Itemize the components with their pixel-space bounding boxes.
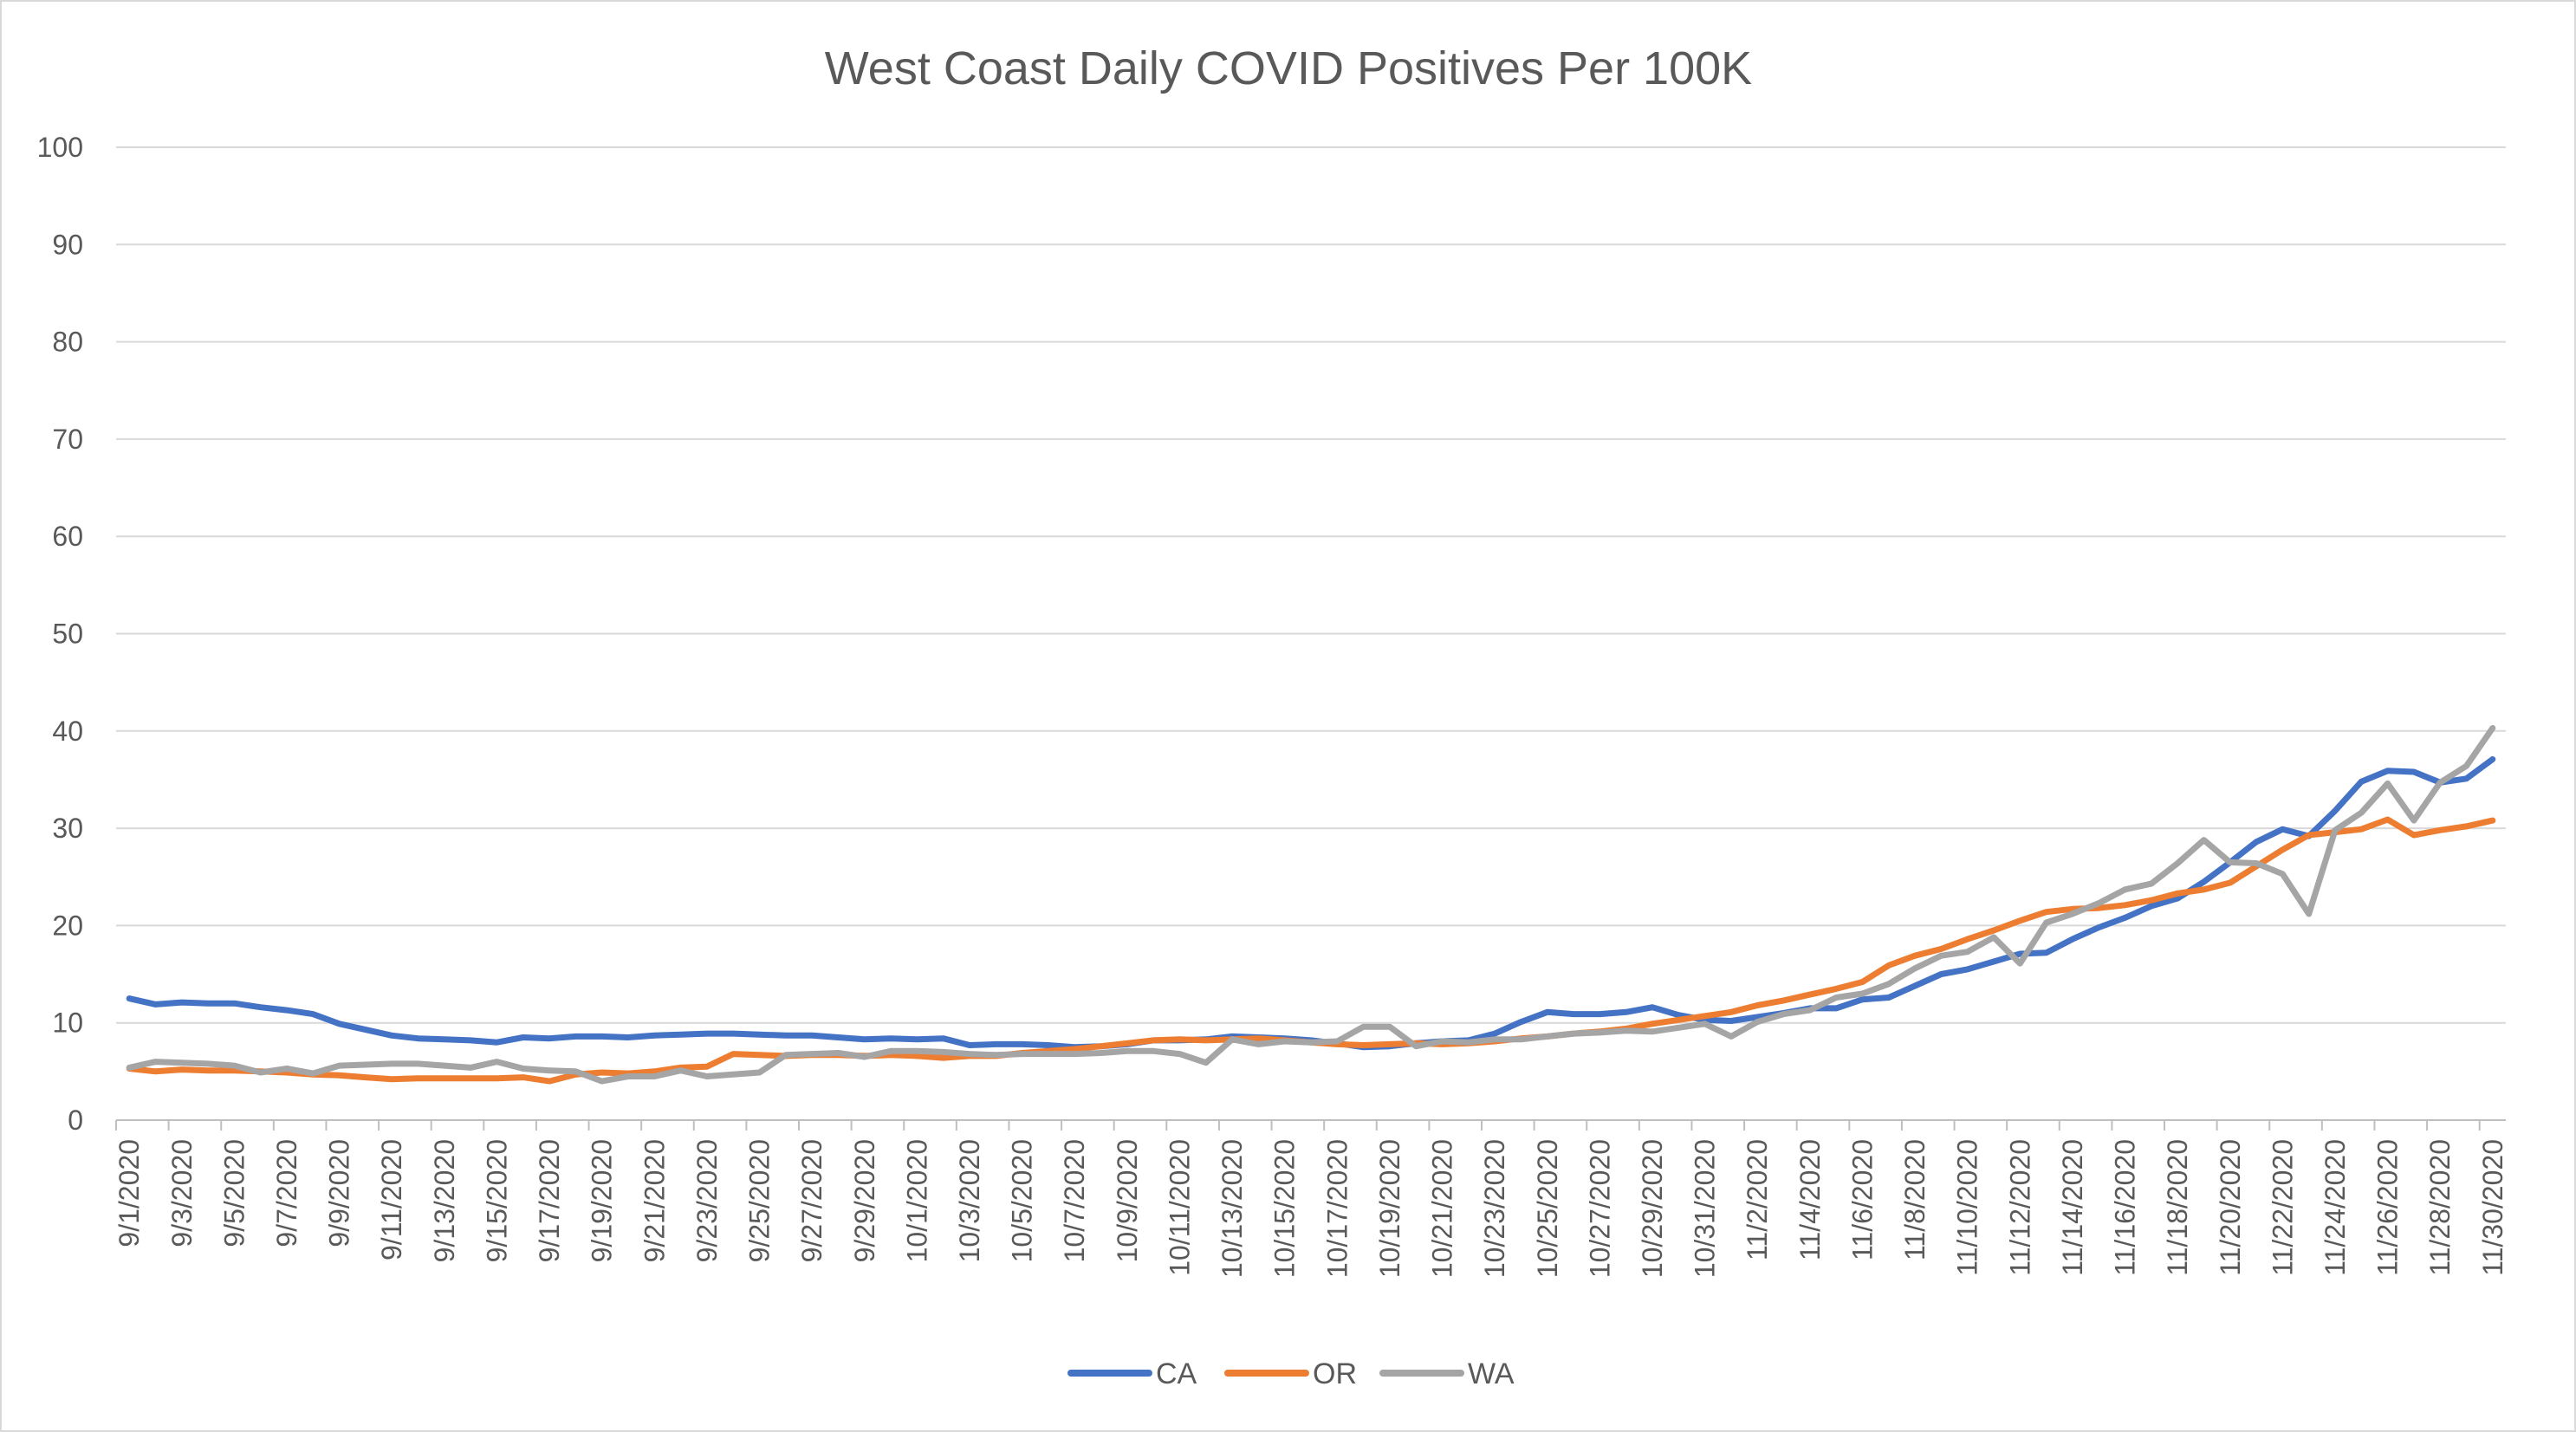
x-tick-label: 10/11/2020: [1164, 1139, 1195, 1276]
y-tick-label: 90: [52, 229, 83, 260]
x-tick-label: 11/22/2020: [2267, 1139, 2298, 1276]
x-axis-tick-labels: 9/1/2020 9/3/2020 9/5/2020 9/7/2020 9/9/2020…: [114, 1139, 2508, 1278]
x-tick-label: 10/31/2020: [1690, 1139, 1721, 1278]
x-tick-label: 9/5/2020: [218, 1139, 250, 1247]
series-lines: [126, 724, 2496, 1085]
y-tick-label: 60: [52, 521, 83, 552]
series-line-wa: [126, 724, 2496, 1085]
x-tick-label: 11/24/2020: [2320, 1139, 2351, 1276]
y-tick-label: 30: [52, 813, 83, 844]
x-tick-label: 11/2/2020: [1742, 1139, 1773, 1260]
y-tick-label: 100: [37, 132, 83, 163]
x-tick-label: 10/19/2020: [1374, 1139, 1405, 1278]
x-tick-label: 10/17/2020: [1321, 1139, 1353, 1278]
x-tick-label: 10/9/2020: [1112, 1139, 1143, 1262]
legend: CA OR WA: [1067, 1357, 1515, 1390]
x-tick-label: 9/11/2020: [376, 1139, 407, 1260]
y-tick-label: 80: [52, 327, 83, 358]
x-tick-label: 10/27/2020: [1584, 1139, 1615, 1278]
x-tick-label: 11/6/2020: [1846, 1139, 1878, 1260]
legend-label: WA: [1468, 1357, 1515, 1390]
x-tick-label: 9/9/2020: [324, 1139, 355, 1247]
x-tick-label: 10/25/2020: [1532, 1139, 1563, 1278]
x-tick-label: 11/10/2020: [1952, 1139, 1983, 1276]
x-tick-label: 9/19/2020: [587, 1139, 618, 1262]
x-tick-label: 11/14/2020: [2057, 1139, 2088, 1276]
x-tick-label: 9/7/2020: [271, 1139, 302, 1247]
y-tick-label: 0: [68, 1105, 83, 1136]
x-tick-label: 9/25/2020: [744, 1139, 775, 1262]
x-tick-label: 11/8/2020: [1899, 1139, 1930, 1260]
x-tick-label: 11/20/2020: [2215, 1139, 2246, 1276]
x-tick-label: 9/1/2020: [114, 1139, 145, 1247]
x-tick-label: 9/3/2020: [166, 1139, 198, 1247]
chart-title: West Coast Daily COVID Positives Per 100…: [825, 42, 1752, 94]
y-tick-label: 70: [52, 424, 83, 455]
x-tick-label: 9/21/2020: [639, 1139, 670, 1262]
legend-label: CA: [1156, 1357, 1197, 1390]
x-tick-label: 10/3/2020: [954, 1139, 985, 1262]
x-tick-label: 11/12/2020: [2004, 1139, 2035, 1276]
x-tick-label: 10/5/2020: [1007, 1139, 1038, 1262]
x-tick-label: 11/16/2020: [2110, 1139, 2141, 1276]
x-tick-label: 11/30/2020: [2477, 1139, 2508, 1276]
gridlines: [116, 146, 2506, 1024]
x-tick-label: 10/13/2020: [1217, 1139, 1248, 1278]
x-tick-label: 11/28/2020: [2424, 1139, 2456, 1276]
x-tick-label: 10/29/2020: [1637, 1139, 1668, 1278]
y-tick-label: 20: [52, 910, 83, 941]
legend-item-wa: WA: [1379, 1357, 1515, 1390]
x-tick-label: 11/18/2020: [2162, 1139, 2193, 1276]
x-tick-label: 10/7/2020: [1059, 1139, 1090, 1262]
x-tick-label: 11/4/2020: [1794, 1139, 1826, 1260]
x-tick-label: 10/21/2020: [1427, 1139, 1458, 1278]
y-tick-label: 10: [52, 1008, 83, 1039]
y-tick-label: 40: [52, 716, 83, 747]
x-tick-label: 9/29/2020: [849, 1139, 880, 1262]
x-tick-label: 10/23/2020: [1479, 1139, 1510, 1278]
x-tick-label: 9/17/2020: [534, 1139, 565, 1262]
x-axis: [115, 1119, 2506, 1131]
x-tick-label: 9/15/2020: [481, 1139, 512, 1262]
y-axis-tick-labels: 0 10 20 30 40 50 60 70 80 90 100: [37, 132, 83, 1136]
x-tick-label: 11/26/2020: [2372, 1139, 2404, 1276]
y-tick-label: 50: [52, 619, 83, 650]
x-tick-label: 10/15/2020: [1269, 1139, 1301, 1278]
legend-item-ca: CA: [1067, 1357, 1197, 1390]
legend-label: OR: [1313, 1357, 1357, 1390]
x-tick-label: 10/1/2020: [901, 1139, 932, 1262]
x-tick-label: 9/13/2020: [429, 1139, 460, 1262]
legend-item-or: OR: [1224, 1357, 1357, 1390]
x-tick-label: 9/23/2020: [691, 1139, 723, 1262]
x-tick-label: 9/27/2020: [796, 1139, 827, 1262]
